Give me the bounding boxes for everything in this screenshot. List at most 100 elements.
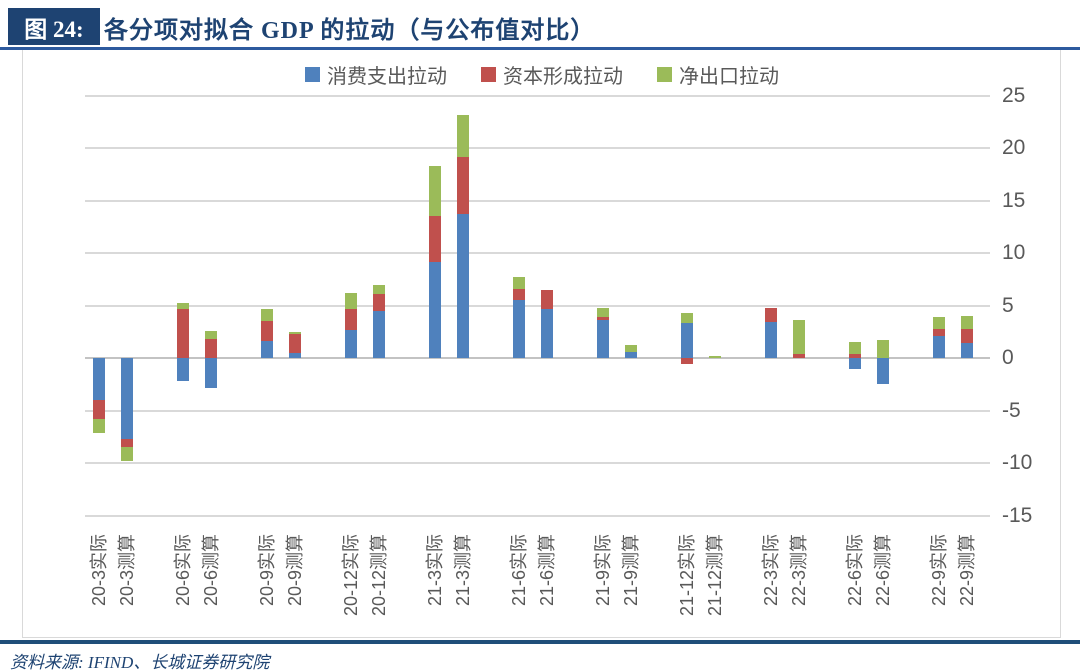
x-axis-label: 21-3实际 [425, 534, 445, 607]
y-axis-label: 5 [1002, 293, 1014, 317]
bar-segment [289, 331, 301, 334]
x-axis-label: 22-3实际 [761, 534, 781, 607]
bar-segment [849, 358, 861, 369]
y-axis-label: -10 [1002, 451, 1033, 474]
x-axis-label: 21-9实际 [593, 534, 613, 607]
bar-segment [429, 165, 441, 217]
bar-segment [681, 323, 693, 358]
gridline [85, 94, 990, 97]
legend-item: 消费支出拉动 [305, 60, 447, 89]
x-axis-label: 21-12实际 [677, 534, 697, 617]
bar-segment [261, 321, 273, 342]
bar-segment [597, 317, 609, 321]
bar-segment [933, 317, 945, 329]
bar-segment [625, 345, 637, 352]
x-axis-label: 20-6测算 [201, 534, 221, 607]
bar-segment [261, 341, 273, 358]
bar-segment [877, 340, 889, 358]
x-axis-label: 20-12实际 [341, 534, 361, 617]
y-axis-label: -15 [1002, 503, 1033, 527]
x-axis-label: 20-12测算 [369, 534, 389, 617]
bar-segment [933, 335, 945, 358]
bar-segment [205, 358, 217, 389]
legend-swatch-icon [657, 67, 672, 82]
gridline [85, 252, 990, 254]
bar-segment [765, 307, 777, 323]
x-axis-label: 22-9实际 [929, 534, 949, 607]
source-note: 资料来源: IFIND、长城证券研究院 [10, 653, 270, 672]
footer-divider [0, 640, 1080, 644]
legend-item: 净出口拉动 [657, 60, 779, 89]
bar-segment [177, 303, 189, 309]
bar-segment [289, 352, 301, 358]
bar-segment [877, 358, 889, 385]
title-underline [0, 47, 1080, 50]
bar-segment [261, 308, 273, 322]
figure-title: 各分项对拟合 GDP 的拉动（与公布值对比） [104, 18, 596, 44]
bar-segment [345, 308, 357, 330]
bar-segment [457, 157, 469, 215]
legend-label: 净出口拉动 [679, 66, 779, 88]
bar-segment [849, 342, 861, 354]
legend-item: 资本形成拉动 [481, 60, 623, 89]
zero-gridline [85, 357, 990, 359]
bar-segment [513, 300, 525, 358]
bar-segment [457, 214, 469, 358]
gridline [85, 409, 990, 412]
bar-segment [681, 358, 693, 365]
bar-segment [597, 307, 609, 318]
bar-segment [849, 353, 861, 358]
bar-segment [961, 328, 973, 344]
x-axis-label: 21-3测算 [453, 534, 473, 607]
bar-segment [121, 358, 133, 439]
legend-swatch-icon [305, 67, 320, 82]
x-axis-label: 20-9测算 [285, 534, 305, 607]
gridline [85, 199, 990, 202]
x-axis-label: 20-3测算 [117, 534, 137, 607]
bar-segment [541, 308, 553, 358]
bar-segment [121, 438, 133, 448]
legend-label: 资本形成拉动 [503, 66, 623, 88]
x-axis-label: 21-6测算 [537, 534, 557, 607]
gridline [85, 462, 990, 464]
y-axis-label: -5 [1002, 398, 1021, 422]
bar-segment [121, 447, 133, 461]
bar-segment [345, 329, 357, 358]
y-axis-label: 20 [1002, 136, 1026, 159]
gridline [85, 304, 990, 307]
legend-swatch-icon [481, 67, 496, 82]
bar-segment [597, 320, 609, 358]
chart-legend: 消费支出拉动 资本形成拉动 净出口拉动 [22, 60, 1062, 89]
bar-segment [961, 343, 973, 358]
bar-segment [541, 289, 553, 309]
bar-segment [373, 284, 385, 294]
x-axis-label: 20-3实际 [89, 534, 109, 607]
bar-segment [933, 328, 945, 336]
y-axis-label: 25 [1002, 83, 1026, 107]
x-axis-label: 22-3测算 [789, 534, 809, 607]
bar-segment [793, 353, 805, 358]
x-axis-label: 21-12测算 [705, 534, 725, 617]
x-axis-label: 21-6实际 [509, 534, 529, 607]
gridline [85, 147, 990, 149]
bar-segment [961, 316, 973, 329]
bar-segment [793, 320, 805, 354]
bar-segment [625, 351, 637, 358]
bar-segment [177, 308, 189, 358]
bar-segment [177, 358, 189, 382]
x-axis-label: 21-9测算 [621, 534, 641, 607]
x-axis-label: 20-6实际 [173, 534, 193, 607]
x-axis-label: 20-9实际 [257, 534, 277, 607]
y-axis-label: 15 [1002, 188, 1026, 212]
bar-segment [429, 262, 441, 358]
x-axis-label: 22-6实际 [845, 534, 865, 607]
chart-frame [22, 50, 1061, 638]
bar-segment [709, 355, 721, 358]
bar-segment [289, 333, 301, 353]
y-axis-label: 10 [1002, 241, 1026, 264]
bar-segment [205, 330, 217, 340]
bar-segment [93, 400, 105, 419]
bar-segment [93, 358, 105, 400]
bar-segment [373, 310, 385, 358]
